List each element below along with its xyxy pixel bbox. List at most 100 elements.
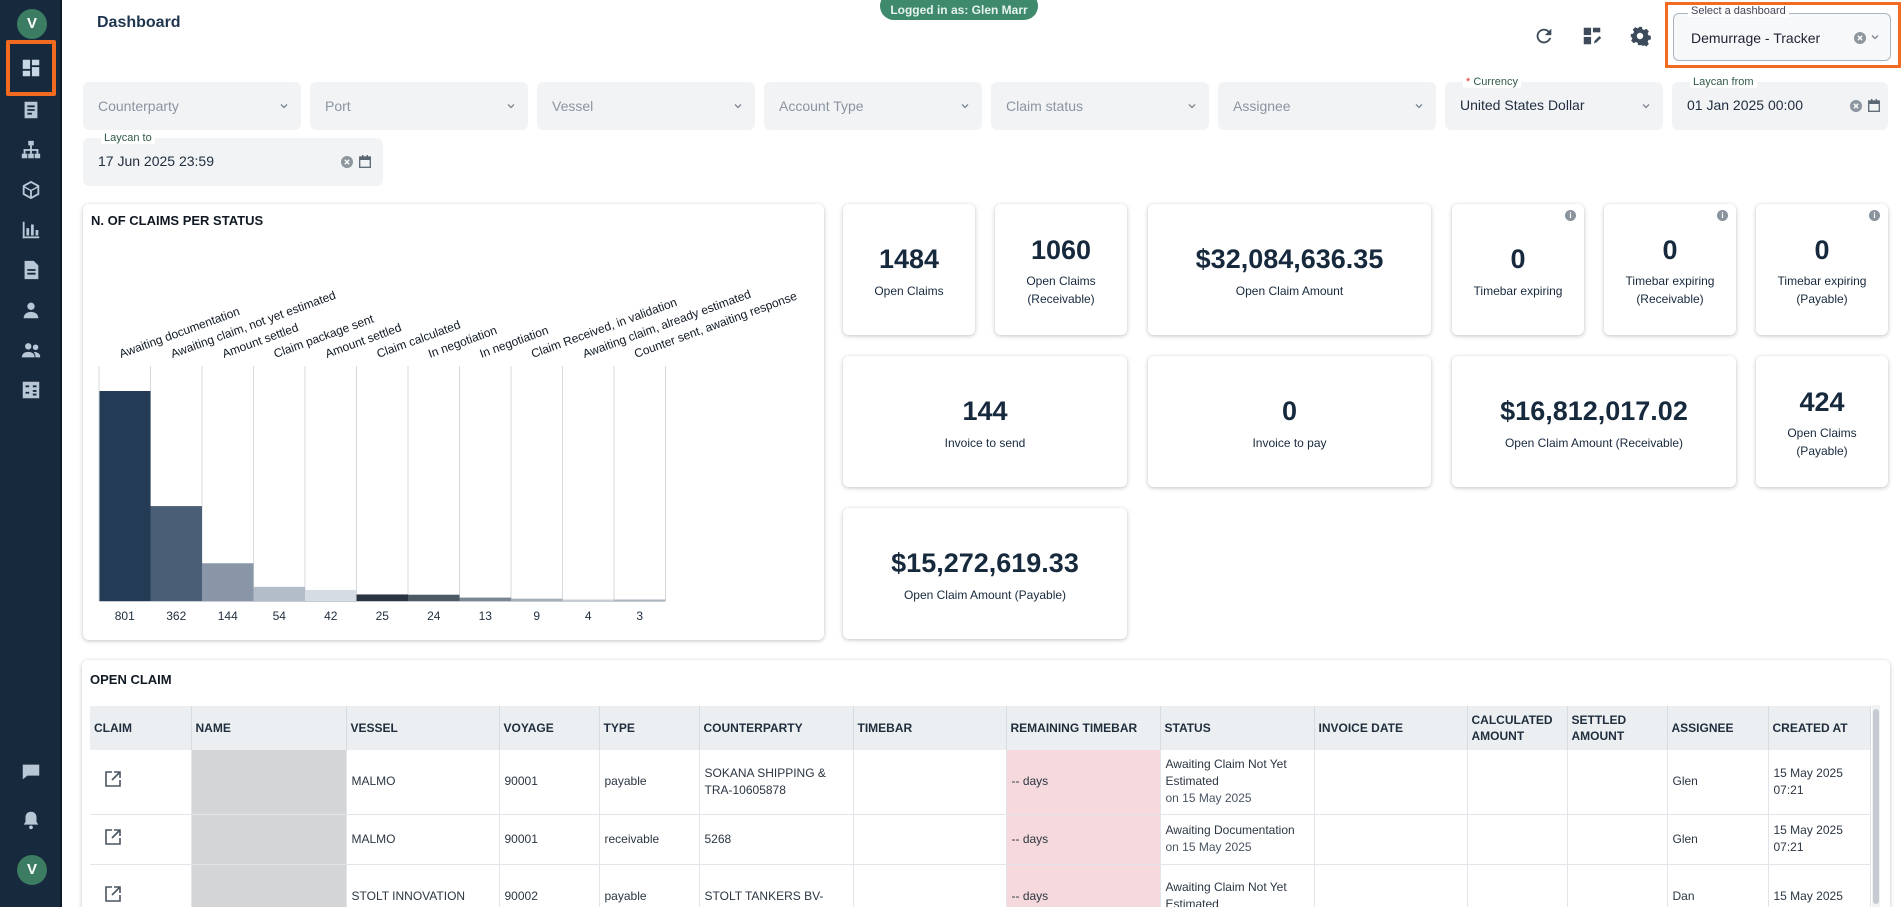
column-header-settled-amount[interactable]: SETTLED AMOUNT: [1567, 706, 1668, 750]
sidebar-item-notifications[interactable]: [6, 802, 56, 838]
bar-8[interactable]: [511, 598, 563, 601]
kpi-open-claim-amount-receivable[interactable]: $16,812,017.02 Open Claim Amount (Receiv…: [1452, 356, 1736, 487]
dashboard-edit-icon: [1583, 27, 1602, 45]
kpi-value: 0: [1662, 235, 1678, 265]
column-header-status[interactable]: STATUS: [1160, 706, 1315, 750]
bar-2[interactable]: [202, 563, 254, 601]
kpi-open-claim-amount[interactable]: $32,084,636.35 Open Claim Amount: [1148, 204, 1431, 335]
sidebar-item-chat[interactable]: [6, 754, 56, 790]
app-logo[interactable]: V: [17, 9, 47, 39]
scrollbar-thumb[interactable]: [1873, 709, 1879, 904]
calculated-amount-cell: [1467, 864, 1568, 907]
sidebar-item-dashboard[interactable]: [6, 40, 56, 96]
bar-10[interactable]: [614, 599, 666, 602]
bar-5[interactable]: [356, 594, 409, 601]
clear-icon[interactable]: [341, 156, 353, 168]
dashboard-select[interactable]: Select a dashboard Demurrage - Tracker: [1673, 5, 1891, 61]
chevron-down-icon: [507, 104, 515, 109]
port-filter[interactable]: Port: [310, 82, 528, 130]
laycan-from-field[interactable]: Laycan from 01 Jan 2025 00:00: [1672, 76, 1888, 130]
column-header-assignee[interactable]: ASSIGNEE: [1667, 706, 1769, 750]
dashboard-select-highlight: Select a dashboard Demurrage - Tracker: [1665, 2, 1901, 68]
table-row[interactable]: MALMO 90001 payable SOKANA SHIPPING & TR…: [90, 750, 1871, 815]
bar-0[interactable]: [99, 391, 151, 601]
calculator-icon: [22, 381, 40, 399]
sidebar-item-user[interactable]: [6, 292, 56, 328]
column-header-invoice-date[interactable]: INVOICE DATE: [1314, 706, 1468, 750]
chevron-down-icon[interactable]: [1870, 32, 1880, 42]
refresh-button[interactable]: [1530, 22, 1558, 50]
kpi-timebar-expiring[interactable]: i 0 Timebar expiring: [1452, 204, 1584, 335]
column-header-timebar[interactable]: TIMEBAR: [853, 706, 1007, 750]
dashboard-icon: [22, 59, 40, 77]
sidebar-item-organization[interactable]: [6, 132, 56, 168]
column-header-created-at[interactable]: CREATED AT: [1768, 706, 1871, 750]
kpi-invoice-to-pay[interactable]: 0 Invoice to pay: [1148, 356, 1431, 487]
laycan-to-field[interactable]: Laycan to 17 Jun 2025 23:59: [83, 132, 383, 186]
kpi-timebar-expiring-payable[interactable]: i 0 Timebar expiring (Payable): [1756, 204, 1888, 335]
sidebar-item-claims[interactable]: [6, 92, 56, 128]
counterparty-filter[interactable]: Counterparty: [83, 82, 301, 130]
vessel-filter[interactable]: Vessel: [537, 82, 755, 130]
table-row[interactable]: STOLT INNOVATION 90002 payable STOLT TAN…: [90, 864, 1871, 907]
counterparty-cell: STOLT TANKERS BV-: [699, 864, 854, 907]
bar-3[interactable]: [253, 586, 306, 601]
info-icon[interactable]: i: [1869, 210, 1880, 221]
kpi-label: Open Claim Amount: [1235, 284, 1344, 298]
open-claim-cell[interactable]: [90, 864, 192, 907]
status-text: Awaiting Claim Not Yet Estimated: [1165, 880, 1287, 907]
kpi-invoice-to-send[interactable]: 144 Invoice to send: [843, 356, 1127, 487]
counterparty-cell: 5268: [699, 814, 854, 865]
open-external-icon[interactable]: [103, 884, 123, 904]
bar-9[interactable]: [562, 599, 615, 602]
sidebar-item-cargo[interactable]: [6, 172, 56, 208]
table-row[interactable]: MALMO 90001 receivable 5268 -- days Awai…: [90, 814, 1871, 865]
kpi-open-claims-receivable[interactable]: 1060 Open Claims (Receivable): [995, 204, 1127, 335]
column-header-vessel[interactable]: VESSEL: [346, 706, 500, 750]
calendar-icon[interactable]: [1868, 99, 1880, 112]
column-header-counterparty[interactable]: COUNTERPARTY: [699, 706, 854, 750]
assignee-filter[interactable]: Assignee: [1218, 82, 1436, 130]
edit-dashboard-button[interactable]: [1578, 22, 1606, 50]
open-external-icon[interactable]: [103, 827, 123, 847]
bar-6[interactable]: [408, 594, 460, 601]
sidebar-item-team[interactable]: [6, 332, 56, 368]
open-external-icon[interactable]: [103, 769, 123, 789]
bar-1[interactable]: [150, 506, 203, 601]
column-header-calculated-amount[interactable]: CALCULATED AMOUNT: [1467, 706, 1568, 750]
kpi-open-claims-payable[interactable]: 424 Open Claims (Payable): [1756, 356, 1888, 487]
column-header-claim[interactable]: CLAIM: [90, 706, 192, 750]
claim-status-filter[interactable]: Claim status: [991, 82, 1209, 130]
port-placeholder: Port: [325, 98, 351, 114]
column-header-voyage[interactable]: VOYAGE: [499, 706, 600, 750]
bottom-logo[interactable]: V: [17, 855, 47, 885]
sidebar-item-reports[interactable]: [6, 212, 56, 248]
calendar-icon[interactable]: [359, 155, 371, 168]
info-icon[interactable]: i: [1565, 210, 1576, 221]
voyage-cell: 90001: [499, 814, 600, 865]
bar-7[interactable]: [459, 597, 512, 601]
bar-4[interactable]: [305, 589, 357, 601]
kpi-timebar-expiring-receivable[interactable]: i 0 Timebar expiring (Receivable): [1604, 204, 1736, 335]
sidebar-item-documents[interactable]: [6, 252, 56, 288]
table-scrollbar[interactable]: [1872, 705, 1880, 907]
open-claim-cell[interactable]: [90, 750, 192, 815]
invoice-date-cell: [1314, 814, 1468, 865]
kpi-value: $15,272,619.33: [891, 548, 1079, 578]
kpi-open-claim-amount-payable[interactable]: $15,272,619.33 Open Claim Amount (Payabl…: [843, 508, 1127, 639]
sidebar-item-calculator[interactable]: [6, 372, 56, 408]
clear-icon[interactable]: [1854, 32, 1866, 44]
account-type-filter[interactable]: Account Type: [764, 82, 982, 130]
kpi-open-claims[interactable]: 1484 Open Claims: [843, 204, 975, 335]
created-at-cell: 15 May 2025 07:21: [1768, 814, 1871, 865]
laycan-to-label: Laycan to: [101, 132, 155, 144]
currency-select[interactable]: * Currency United States Dollar: [1445, 76, 1663, 130]
clear-icon[interactable]: [1850, 100, 1862, 112]
open-claim-cell[interactable]: [90, 814, 192, 865]
info-icon[interactable]: i: [1717, 210, 1728, 221]
column-header-type[interactable]: TYPE: [599, 706, 700, 750]
settings-button[interactable]: [1626, 22, 1654, 50]
column-header-remaining-timebar[interactable]: REMAINING TIMEBAR: [1006, 706, 1161, 750]
counterparty-placeholder: Counterparty: [98, 98, 179, 114]
column-header-name[interactable]: NAME: [191, 706, 347, 750]
